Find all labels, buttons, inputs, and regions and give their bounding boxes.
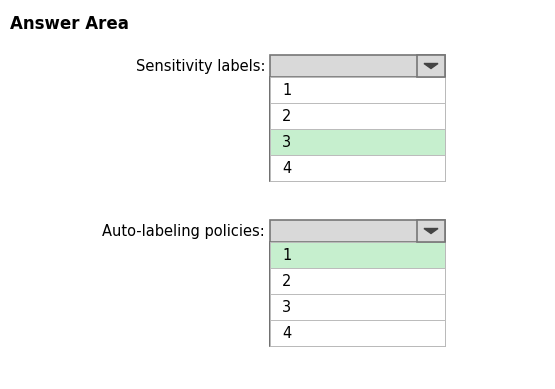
Text: 4: 4 bbox=[282, 161, 291, 175]
Text: 3: 3 bbox=[282, 135, 291, 149]
Text: 1: 1 bbox=[282, 247, 291, 263]
Text: 2: 2 bbox=[282, 273, 291, 289]
Text: 1: 1 bbox=[282, 82, 291, 98]
Bar bbox=[270, 320, 445, 346]
Polygon shape bbox=[424, 63, 438, 68]
Bar bbox=[270, 220, 445, 242]
Bar bbox=[270, 242, 445, 268]
Bar bbox=[270, 294, 445, 320]
Bar bbox=[270, 55, 445, 77]
Polygon shape bbox=[424, 228, 438, 233]
Bar bbox=[417, 220, 445, 242]
Bar bbox=[270, 129, 445, 155]
Bar bbox=[270, 242, 445, 346]
Text: Answer Area: Answer Area bbox=[10, 15, 129, 33]
Text: Sensitivity labels:: Sensitivity labels: bbox=[135, 58, 265, 74]
Text: 4: 4 bbox=[282, 326, 291, 340]
Bar bbox=[270, 77, 445, 103]
Bar bbox=[270, 155, 445, 181]
Text: 2: 2 bbox=[282, 109, 291, 123]
Bar bbox=[270, 268, 445, 294]
Bar bbox=[417, 55, 445, 77]
Text: Auto-labeling policies:: Auto-labeling policies: bbox=[102, 224, 265, 238]
Bar bbox=[270, 77, 445, 181]
Bar bbox=[270, 103, 445, 129]
Text: 3: 3 bbox=[282, 300, 291, 314]
